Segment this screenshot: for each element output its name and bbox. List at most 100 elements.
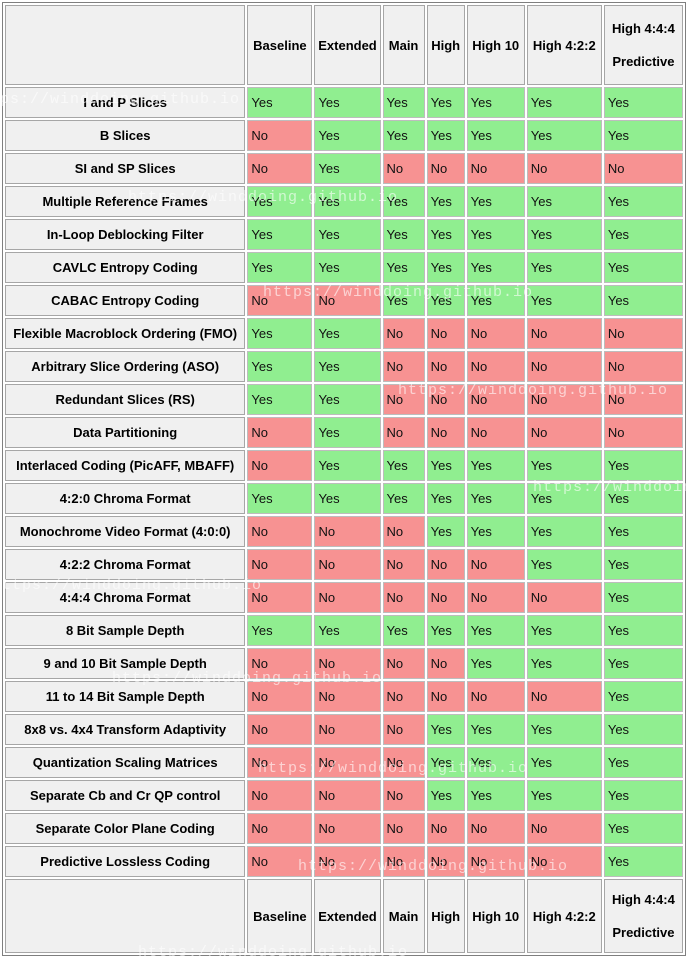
value-cell-yes: Yes — [426, 285, 465, 316]
feature-label: Separate Cb and Cr QP control — [5, 780, 246, 811]
value-cell-yes: Yes — [526, 252, 602, 283]
feature-row: B Slices No Yes Yes Yes Yes Yes Yes — [5, 120, 683, 151]
value-cell-yes: Yes — [426, 219, 465, 250]
value-cell-no: No — [382, 780, 425, 811]
value-cell-yes: Yes — [426, 120, 465, 151]
feature-row: 4:4:4 Chroma Format No No No No No No Yes — [5, 582, 683, 613]
feature-row: Interlaced Coding (PicAFF, MBAFF) No Yes Ye… — [5, 450, 683, 481]
value-cell-no: No — [426, 153, 465, 184]
feature-label: Quantization Scaling Matrices — [5, 747, 246, 778]
feature-label: 4:2:2 Chroma Format — [5, 549, 246, 580]
feature-row: SI and SP Slices No Yes No No No No No — [5, 153, 683, 184]
feature-row: Quantization Scaling Matrices No No No Yes Ye… — [5, 747, 683, 778]
value-cell-yes: Yes — [314, 153, 381, 184]
value-cell-no: No — [382, 846, 425, 877]
feature-label: Predictive Lossless Coding — [5, 846, 246, 877]
value-cell-yes: Yes — [426, 87, 465, 118]
value-cell-no: No — [526, 318, 602, 349]
value-cell-yes: Yes — [314, 450, 381, 481]
value-cell-no: No — [382, 417, 425, 448]
value-cell-yes: Yes — [382, 87, 425, 118]
feature-row: 9 and 10 Bit Sample Depth No No No No Yes Yes Y… — [5, 648, 683, 679]
value-cell-yes: Yes — [603, 285, 683, 316]
value-cell-yes: Yes — [603, 615, 683, 646]
feature-label: Redundant Slices (RS) — [5, 384, 246, 415]
value-cell-no: No — [426, 648, 465, 679]
feature-row: Separate Color Plane Coding No No No No No No Y… — [5, 813, 683, 844]
value-cell-no: No — [314, 846, 381, 877]
value-cell-no: No — [603, 417, 683, 448]
value-cell-yes: Yes — [466, 450, 525, 481]
value-cell-yes: Yes — [466, 516, 525, 547]
profile-header-high-4-4-4-predictive: High 4:4:4 Predictive — [603, 879, 683, 953]
value-cell-no: No — [314, 582, 381, 613]
value-cell-no: No — [247, 285, 313, 316]
feature-row: 8x8 vs. 4x4 Transform Adaptivity No No No Ye… — [5, 714, 683, 745]
profile-header-line: Baseline — [253, 37, 307, 53]
feature-row: Multiple Reference Frames Yes Yes Yes Yes Yes… — [5, 186, 683, 217]
value-cell-no: No — [382, 153, 425, 184]
value-cell-yes: Yes — [603, 516, 683, 547]
value-cell-yes: Yes — [466, 483, 525, 514]
profile-header-high-4-2-2: High 4:2:2 — [526, 879, 602, 953]
feature-row: Separate Cb and Cr QP control No No No Yes Ye… — [5, 780, 683, 811]
value-cell-no: No — [526, 351, 602, 382]
value-cell-yes: Yes — [247, 318, 313, 349]
value-cell-yes: Yes — [314, 186, 381, 217]
feature-row: 8 Bit Sample Depth Yes Yes Yes Yes Yes Yes Yes — [5, 615, 683, 646]
value-cell-yes: Yes — [466, 285, 525, 316]
value-cell-yes: Yes — [526, 120, 602, 151]
feature-label: Interlaced Coding (PicAFF, MBAFF) — [5, 450, 246, 481]
value-cell-no: No — [526, 417, 602, 448]
value-cell-no: No — [247, 714, 313, 745]
value-cell-yes: Yes — [526, 747, 602, 778]
feature-label: 4:4:4 Chroma Format — [5, 582, 246, 613]
value-cell-no: No — [247, 153, 313, 184]
feature-row: In-Loop Deblocking Filter Yes Yes Yes Yes Yes… — [5, 219, 683, 250]
value-cell-no: No — [426, 813, 465, 844]
value-cell-no: No — [426, 549, 465, 580]
value-cell-no: No — [314, 648, 381, 679]
profile-header-line: High 4:4:4 — [612, 892, 675, 907]
value-cell-yes: Yes — [526, 516, 602, 547]
profile-header-line: Extended — [318, 908, 377, 924]
profile-header-high-4-4-4-predictive: High 4:4:4 Predictive — [603, 5, 683, 85]
value-cell-yes: Yes — [526, 648, 602, 679]
feature-label: SI and SP Slices — [5, 153, 246, 184]
value-cell-yes: Yes — [426, 252, 465, 283]
profile-header-high-10: High 10 — [466, 879, 525, 953]
value-cell-yes: Yes — [603, 120, 683, 151]
profile-header-line: High 10 — [472, 908, 520, 924]
value-cell-yes: Yes — [382, 120, 425, 151]
value-cell-yes: Yes — [466, 648, 525, 679]
feature-label: Arbitrary Slice Ordering (ASO) — [5, 351, 246, 382]
profile-header-line: High — [431, 37, 461, 53]
value-cell-yes: Yes — [466, 747, 525, 778]
value-cell-no: No — [466, 318, 525, 349]
value-cell-no: No — [526, 384, 602, 415]
value-cell-no: No — [382, 648, 425, 679]
value-cell-yes: Yes — [466, 615, 525, 646]
value-cell-no: No — [466, 549, 525, 580]
profile-header-extended: Extended — [314, 5, 381, 85]
value-cell-yes: Yes — [247, 384, 313, 415]
feature-label: Data Partitioning — [5, 417, 246, 448]
value-cell-yes: Yes — [426, 450, 465, 481]
value-cell-no: No — [382, 681, 425, 712]
value-cell-no: No — [314, 549, 381, 580]
profile-header-line: High 4:2:2 — [532, 908, 596, 924]
feature-row: CABAC Entropy Coding No No Yes Yes Yes Yes Yes — [5, 285, 683, 316]
value-cell-yes: Yes — [603, 780, 683, 811]
value-cell-no: No — [314, 516, 381, 547]
feature-label: Flexible Macroblock Ordering (FMO) — [5, 318, 246, 349]
feature-label: 8x8 vs. 4x4 Transform Adaptivity — [5, 714, 246, 745]
feature-row: 4:2:0 Chroma Format Yes Yes Yes Yes Yes Yes Yes — [5, 483, 683, 514]
value-cell-yes: Yes — [247, 252, 313, 283]
value-cell-no: No — [426, 582, 465, 613]
value-cell-yes: Yes — [526, 285, 602, 316]
value-cell-no: No — [426, 384, 465, 415]
feature-label: Monochrome Video Format (4:0:0) — [5, 516, 246, 547]
value-cell-no: No — [466, 582, 525, 613]
feature-label: CAVLC Entropy Coding — [5, 252, 246, 283]
